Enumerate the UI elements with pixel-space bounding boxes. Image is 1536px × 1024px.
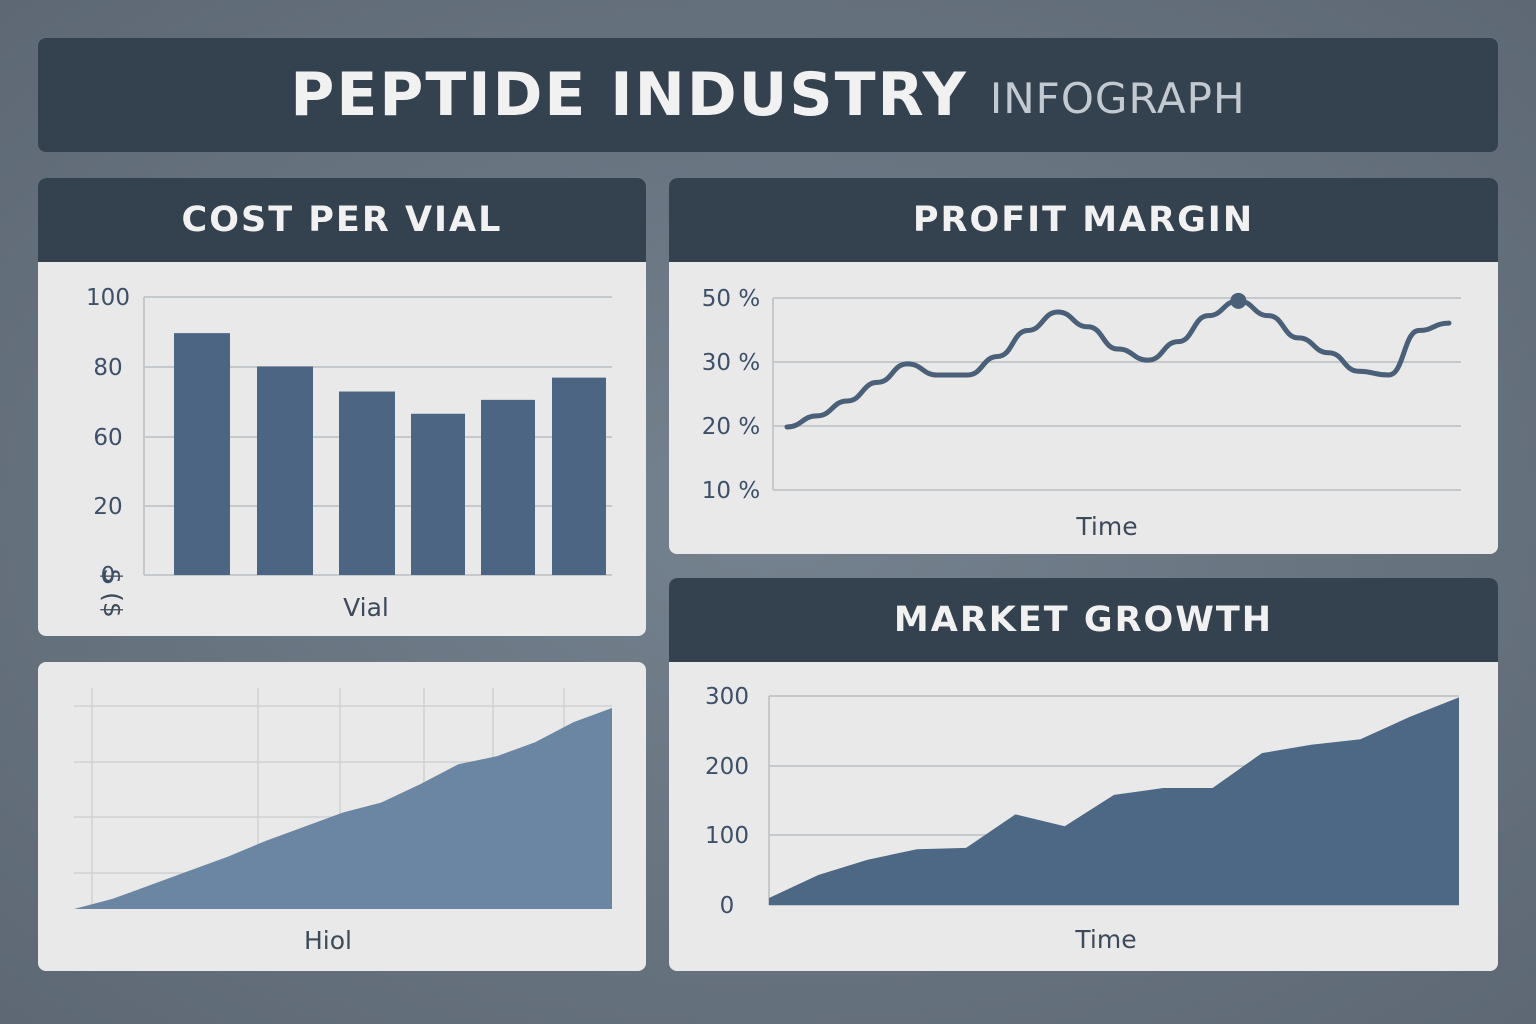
highlight-point xyxy=(1230,292,1247,309)
market-growth-chart: Time 300 200 100 0 xyxy=(705,684,1459,954)
profit-margin-header: PROFIT MARGIN xyxy=(669,178,1498,262)
title-bar: PEPTIDE INDUSTRY INFOGRAPH xyxy=(38,38,1498,152)
area-chart-card: Hiol xyxy=(38,662,646,971)
cost-per-vial-header: COST PER VIAL xyxy=(38,178,646,262)
bar xyxy=(411,413,465,575)
x-axis-label: Time xyxy=(1075,512,1137,541)
y-tick-label: 100 xyxy=(86,285,130,311)
page-title: PEPTIDE INDUSTRY xyxy=(290,60,968,130)
series-line xyxy=(784,298,1452,430)
market-growth-header: MARKET GROWTH xyxy=(669,578,1498,662)
cost-per-vial-chart: $ ($ Vial 100 80 60 20 0 xyxy=(86,285,612,622)
cost-per-vial-card: COST PER VIAL $ ($ Vial 100 80 60 20 0 xyxy=(38,178,646,636)
y-tick-label: 300 xyxy=(705,684,749,710)
bar xyxy=(552,377,606,575)
x-axis-label: Vial xyxy=(343,593,389,622)
y-tick-label: 10 % xyxy=(702,478,760,504)
y-tick-label: 20 xyxy=(93,494,122,520)
y-tick-label: 0 xyxy=(720,893,735,919)
y-tick-label: 60 xyxy=(93,425,122,451)
profit-margin-card: PROFIT MARGIN Time 50 % 30 % 20 % 10 % xyxy=(669,178,1498,554)
bar xyxy=(339,391,395,575)
y-tick-label: 0 xyxy=(101,563,116,589)
y-tick-label: 20 % xyxy=(702,414,760,440)
y-tick-label: 30 % xyxy=(702,350,760,376)
bar xyxy=(174,333,230,575)
bar xyxy=(257,366,313,575)
area-chart: Hiol xyxy=(74,688,612,955)
market-growth-card: MARKET GROWTH Time 300 200 100 0 xyxy=(669,578,1498,971)
x-axis-label: Time xyxy=(1074,925,1136,954)
profit-margin-chart: Time 50 % 30 % 20 % 10 % xyxy=(702,286,1461,541)
y-tick-label: 100 xyxy=(705,823,749,849)
page-subtitle: INFOGRAPH xyxy=(989,73,1246,123)
y-tick-label: 50 % xyxy=(702,286,760,312)
area-series xyxy=(769,697,1459,905)
bar xyxy=(481,399,535,575)
y-tick-label: 200 xyxy=(705,754,749,780)
y-axis-label: $ ($ xyxy=(98,568,127,618)
y-tick-label: 80 xyxy=(93,355,122,381)
area-series xyxy=(74,708,612,909)
x-axis-label: Hiol xyxy=(304,926,352,955)
